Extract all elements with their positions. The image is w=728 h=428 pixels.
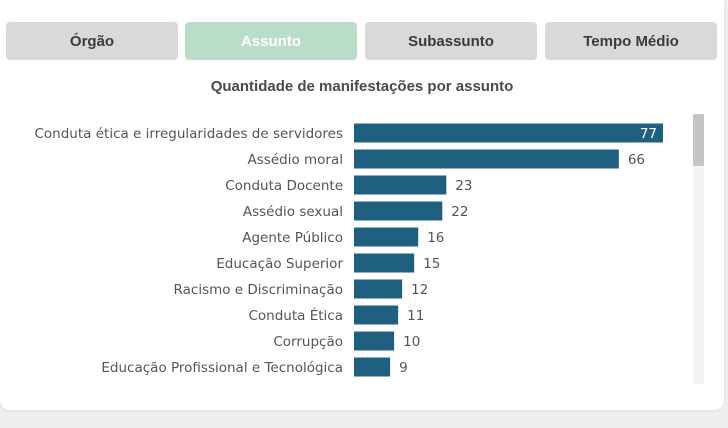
scrollbar-thumb[interactable] — [693, 114, 704, 166]
category-label: Assédio moral — [248, 152, 343, 168]
vertical-scrollbar[interactable] — [693, 114, 704, 384]
bar[interactable] — [354, 253, 415, 273]
value-label: 22 — [451, 204, 468, 220]
value-label: 10 — [403, 334, 420, 350]
tab-assunto[interactable]: Assunto — [185, 22, 357, 60]
bar[interactable] — [354, 123, 663, 143]
bar[interactable] — [354, 305, 399, 325]
category-label: Conduta Ética — [249, 307, 344, 324]
bar[interactable] — [354, 357, 391, 377]
value-label: 66 — [628, 152, 645, 168]
tab-subassunto[interactable]: Subassunto — [365, 22, 537, 60]
category-label: Conduta Docente — [225, 178, 343, 194]
value-label: 23 — [455, 178, 472, 194]
category-label: Educação Superior — [216, 256, 343, 272]
value-label: 12 — [411, 282, 428, 298]
bar[interactable] — [354, 201, 443, 221]
bar[interactable] — [354, 331, 395, 351]
bar[interactable] — [354, 279, 403, 299]
tab-bar: Órgão Assunto Subassunto Tempo Médio — [0, 0, 728, 60]
category-label: Racismo e Discriminação — [174, 282, 343, 298]
category-label: Corrupção — [273, 334, 343, 350]
chart-plot-area: Conduta ética e irregularidades de servi… — [0, 112, 724, 392]
category-label: Educação Profissional e Tecnológica — [101, 360, 343, 376]
value-label: 11 — [407, 308, 424, 324]
value-label: 9 — [399, 360, 408, 376]
bar[interactable] — [354, 175, 447, 195]
category-label: Agente Público — [242, 230, 343, 246]
bar[interactable] — [354, 227, 419, 247]
value-label: 16 — [427, 230, 444, 246]
bar-chart: Conduta ética e irregularidades de servi… — [35, 123, 663, 377]
bar[interactable] — [354, 149, 619, 169]
value-label: 77 — [640, 126, 657, 142]
chart-title: Quantidade de manifestações por assunto — [210, 78, 514, 95]
tab-tempo-medio[interactable]: Tempo Médio — [545, 22, 717, 60]
category-label: Assédio sexual — [243, 204, 343, 220]
category-label: Conduta ética e irregularidades de servi… — [35, 126, 344, 142]
tab-orgao[interactable]: Órgão — [6, 22, 178, 60]
value-label: 15 — [423, 256, 440, 272]
